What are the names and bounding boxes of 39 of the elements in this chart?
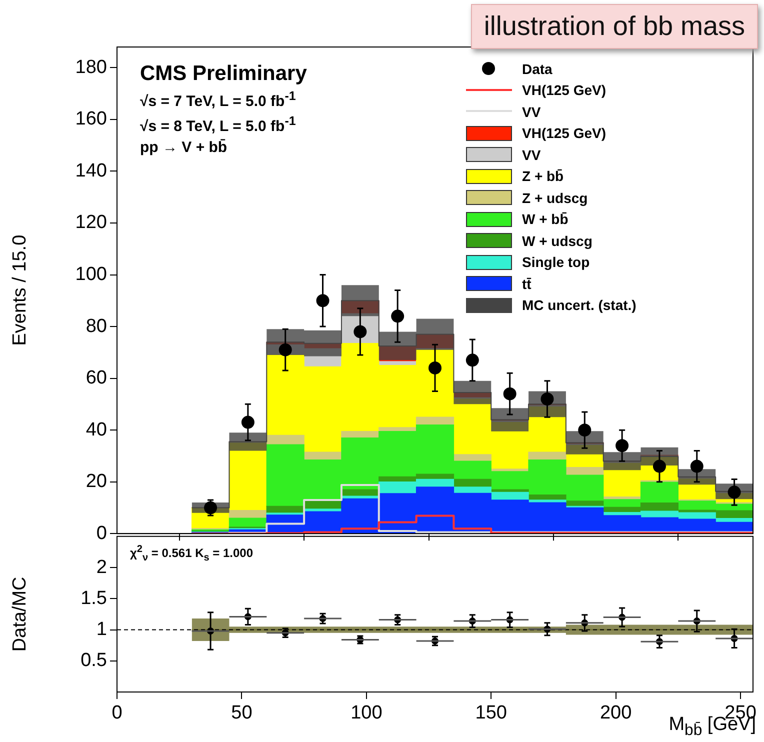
legend-label: Single top [522, 254, 590, 270]
y-tick-label: 20 [86, 471, 107, 492]
x-tick-label: 150 [475, 702, 507, 724]
annotation: √s = 7 TeV, L = 5.0 fb$^{-1}$ [140, 89, 296, 110]
y-tick-label: 80 [86, 316, 107, 337]
annotation: pp → V + bb̄ [140, 139, 228, 156]
legend-label: Data [522, 60, 552, 77]
x-tick-label: 100 [350, 702, 382, 724]
annotation: CMS Preliminary [140, 62, 307, 86]
y-tick-label: 140 [75, 160, 107, 182]
y-tick-label: 100 [75, 264, 107, 286]
annotation: χ$^{2}$$_{ν}$ = 0.561 K$_{s}$ = 1.000 [130, 544, 254, 564]
y-tick-label: 1.5 [80, 588, 107, 609]
y-tick-label: 2 [96, 556, 107, 578]
y-tick-label: 0 [96, 522, 107, 544]
y-tick-label: 180 [75, 56, 107, 78]
legend-label: Z + bb̄ [522, 168, 564, 184]
y-tick-label: 0.5 [80, 650, 107, 672]
y-tick-label: 40 [86, 419, 107, 440]
x-tick-label: 50 [231, 702, 252, 724]
y-axis-title: Data/MC [10, 576, 31, 652]
chart-title: illustration of bb mass [470, 4, 758, 49]
annotation: √s = 8 TeV, L = 5.0 fb$^{-1}$ [140, 114, 296, 135]
legend-label: VV [522, 104, 541, 120]
legend-label: VV [522, 146, 541, 163]
legend-label: VH(125 GeV) [522, 82, 606, 98]
y-tick-label: 160 [75, 108, 107, 130]
legend-label: MC uncert. (stat.) [522, 297, 636, 314]
y-axis-title: Events / 15.0 [10, 234, 31, 346]
legend-label: Z + udscg [522, 190, 588, 206]
y-tick-label: 120 [75, 212, 107, 234]
legend-label: W + udscg [522, 232, 592, 249]
y-tick-label: 1 [96, 618, 107, 640]
legend-label: VH(125 GeV) [522, 125, 606, 142]
x-tick-label: 200 [600, 702, 632, 724]
y-tick-label: 60 [86, 368, 107, 389]
legend-label: W + bb̄ [522, 211, 568, 228]
x-tick-label: 0 [112, 702, 122, 724]
legend-label: tt̄ [522, 276, 532, 292]
